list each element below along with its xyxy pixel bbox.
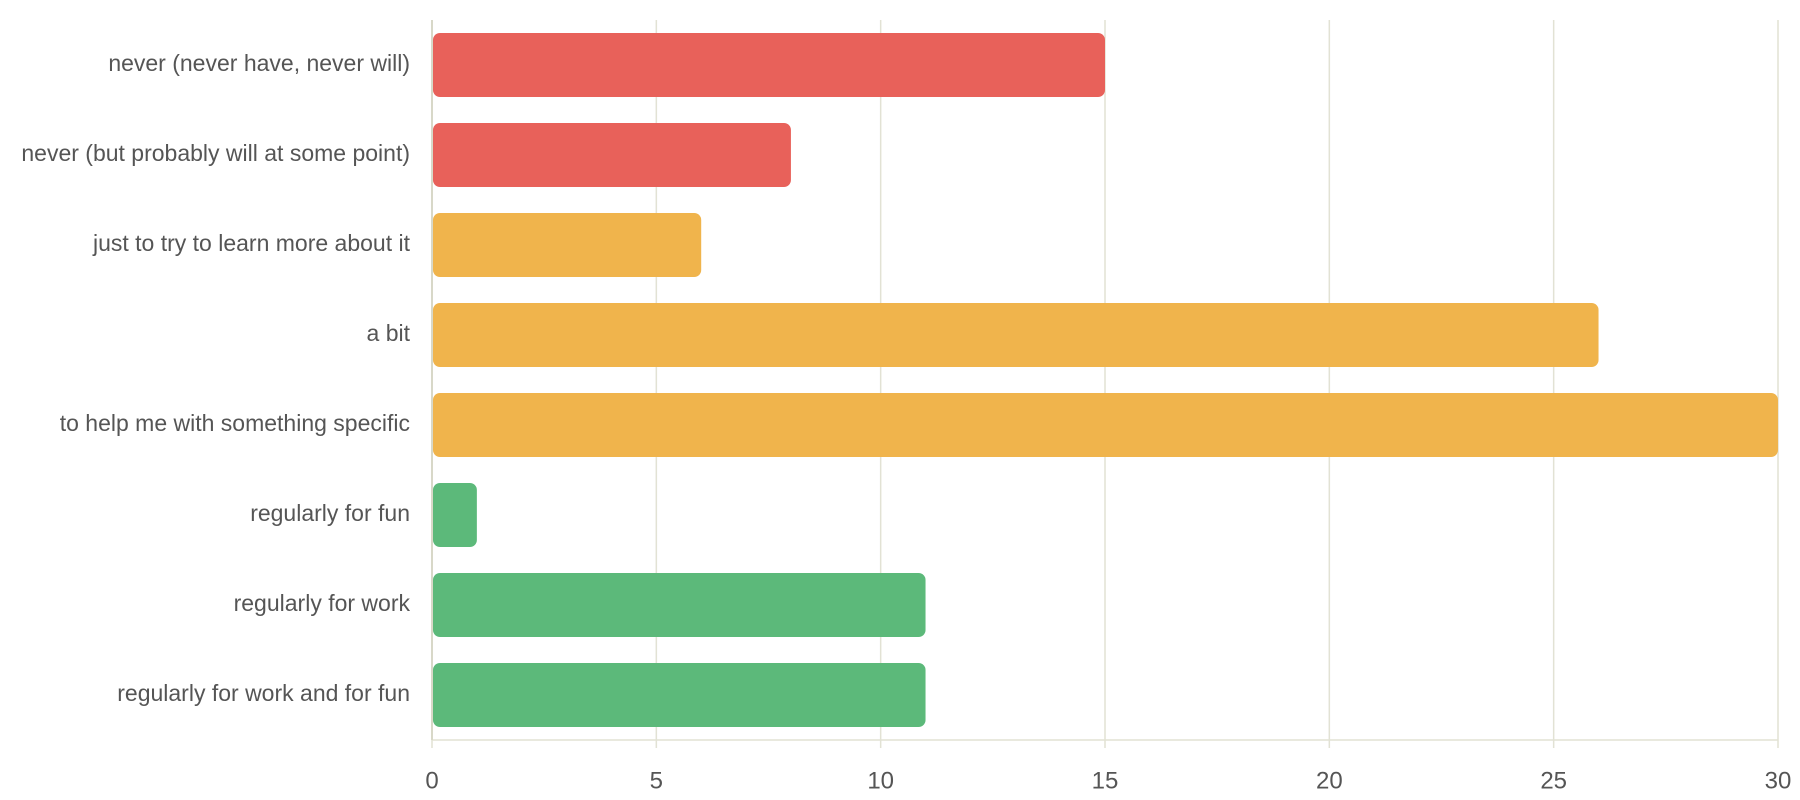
x-tick-label: 30 xyxy=(1765,767,1792,794)
bar xyxy=(433,483,477,547)
y-tick-label: never (never have, never will) xyxy=(108,50,410,76)
bar xyxy=(433,663,926,727)
x-tick-label: 5 xyxy=(650,767,663,794)
x-tick-label: 10 xyxy=(867,767,894,794)
x-tick-label: 20 xyxy=(1316,767,1343,794)
x-tick-label: 25 xyxy=(1540,767,1567,794)
y-tick-label: regularly for fun xyxy=(250,500,410,526)
bar xyxy=(433,33,1105,97)
bar xyxy=(433,393,1778,457)
bar xyxy=(433,303,1599,367)
y-tick-label: regularly for work and for fun xyxy=(117,680,410,706)
x-tick-label: 0 xyxy=(425,767,438,794)
y-tick-label: a bit xyxy=(367,320,411,346)
x-tick-label: 15 xyxy=(1092,767,1119,794)
bar xyxy=(433,573,926,637)
y-tick-label: never (but probably will at some point) xyxy=(21,140,410,166)
y-tick-label: just to try to learn more about it xyxy=(92,230,411,256)
bar xyxy=(433,213,702,277)
y-tick-label: to help me with something specific xyxy=(60,410,410,436)
bar xyxy=(433,123,791,187)
y-tick-label: regularly for work xyxy=(234,590,411,616)
